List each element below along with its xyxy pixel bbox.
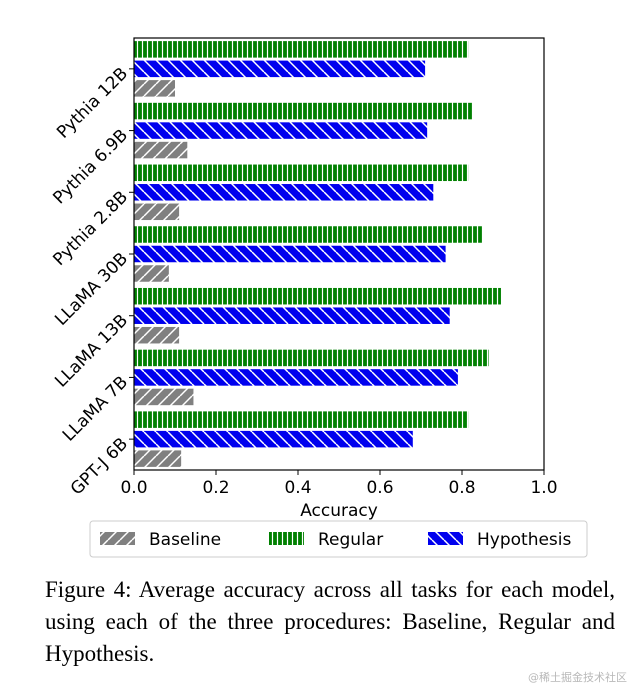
bar-baseline-pythia-12b bbox=[134, 80, 175, 97]
bars-group bbox=[134, 41, 501, 467]
x-tick-label: 1.0 bbox=[530, 478, 557, 498]
legend-label-baseline: Baseline bbox=[149, 530, 221, 550]
x-tick-label: 0.0 bbox=[120, 478, 147, 498]
x-tick-label: 0.8 bbox=[448, 478, 475, 498]
bar-regular-pythia-2-8b bbox=[134, 164, 469, 182]
x-tick-label: 0.4 bbox=[284, 478, 311, 498]
figure-caption: Figure 4: Average accuracy across all ta… bbox=[45, 577, 615, 666]
x-axis-title: Accuracy bbox=[300, 501, 378, 521]
bar-hypothesis-pythia-6-9b bbox=[134, 122, 428, 139]
bar-baseline-pythia-2-8b bbox=[134, 203, 180, 221]
bar-regular-pythia-12b bbox=[134, 41, 469, 58]
bar-hypothesis-llama-13b bbox=[134, 307, 450, 324]
watermark: @稀土掘金技术社区 bbox=[528, 671, 627, 684]
x-tick-label: 0.2 bbox=[202, 478, 229, 498]
bar-hypothesis-pythia-2-8b bbox=[134, 184, 434, 201]
legend: Baseline Regular Hypothesis bbox=[89, 520, 588, 558]
bar-regular-gpt-j-6b bbox=[134, 411, 469, 428]
x-tick-label: 0.6 bbox=[366, 478, 393, 498]
bar-hypothesis-gpt-j-6b bbox=[134, 430, 413, 448]
bar-baseline-llama-30b bbox=[134, 265, 169, 282]
bar-baseline-gpt-j-6b bbox=[134, 450, 182, 467]
bar-baseline-pythia-6-9b bbox=[134, 141, 188, 159]
bar-regular-llama-13b bbox=[134, 287, 501, 305]
bar-baseline-llama-7b bbox=[134, 388, 194, 406]
legend-label-hypothesis: Hypothesis bbox=[477, 530, 572, 550]
legend-swatch-regular bbox=[269, 532, 304, 545]
x-axis-ticks: 0.0 0.2 0.4 0.6 0.8 1.0 bbox=[120, 470, 558, 498]
bar-baseline-llama-13b bbox=[134, 326, 180, 344]
bar-hypothesis-llama-30b bbox=[134, 245, 446, 263]
legend-label-regular: Regular bbox=[318, 530, 383, 550]
legend-box bbox=[89, 520, 588, 558]
bar-hypothesis-llama-7b bbox=[134, 369, 458, 386]
legend-swatch-hypothesis bbox=[428, 532, 463, 545]
legend-swatch-baseline bbox=[100, 532, 135, 545]
bar-regular-llama-7b bbox=[134, 349, 489, 367]
bar-regular-pythia-6-9b bbox=[134, 102, 473, 120]
bar-hypothesis-pythia-12b bbox=[134, 60, 426, 78]
bar-regular-llama-30b bbox=[134, 226, 483, 243]
